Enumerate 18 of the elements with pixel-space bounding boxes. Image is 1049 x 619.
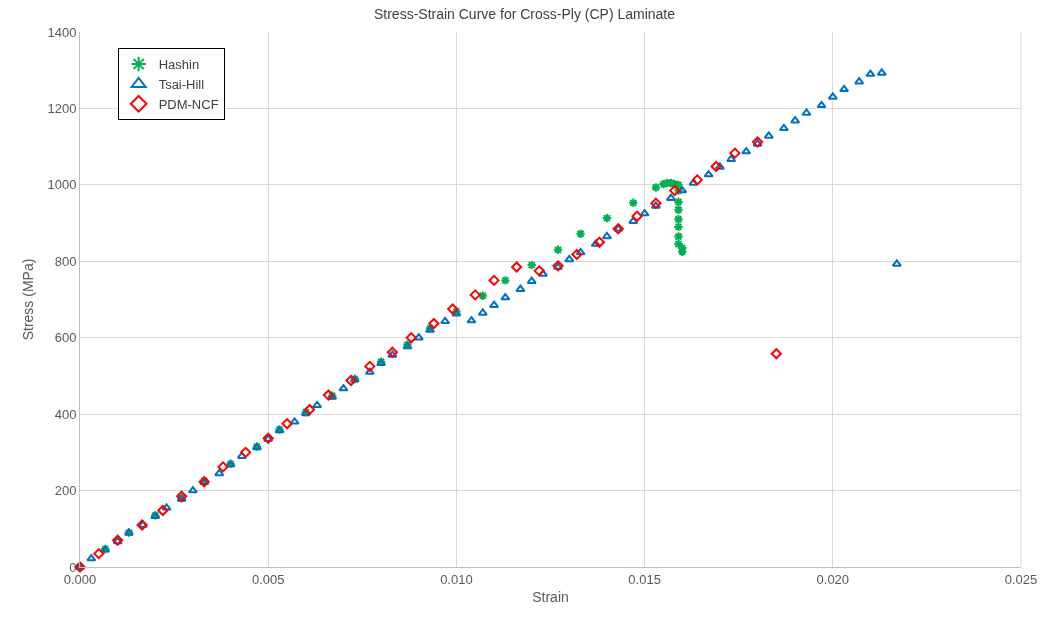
legend-label: Hashin [158, 57, 200, 73]
y-tick-label: 400 [54, 406, 77, 422]
legend-label: Tsai-Hill [158, 76, 205, 92]
y-axis-title: Stress (MPa) [20, 258, 37, 341]
y-tick-label: 1000 [47, 177, 77, 193]
x-axis-title: Strain [532, 588, 569, 605]
legend-label: PDM-NCF [158, 96, 219, 112]
x-tick-label: 0.005 [251, 571, 285, 587]
x-tick-label: 0.025 [1004, 571, 1038, 587]
y-tick-label: 600 [54, 330, 77, 346]
y-tick-label: 1200 [47, 100, 77, 116]
chart-title: Stress-Strain Curve for Cross-Ply (CP) Laminate [373, 6, 676, 23]
y-tick-label: 200 [54, 483, 77, 499]
y-tick-label: 1400 [47, 24, 77, 40]
x-tick-label: 0.020 [816, 571, 850, 587]
y-tick-label: 800 [54, 253, 77, 269]
x-tick-label: 0.010 [440, 571, 473, 587]
x-tick-label: 0.015 [628, 571, 661, 587]
